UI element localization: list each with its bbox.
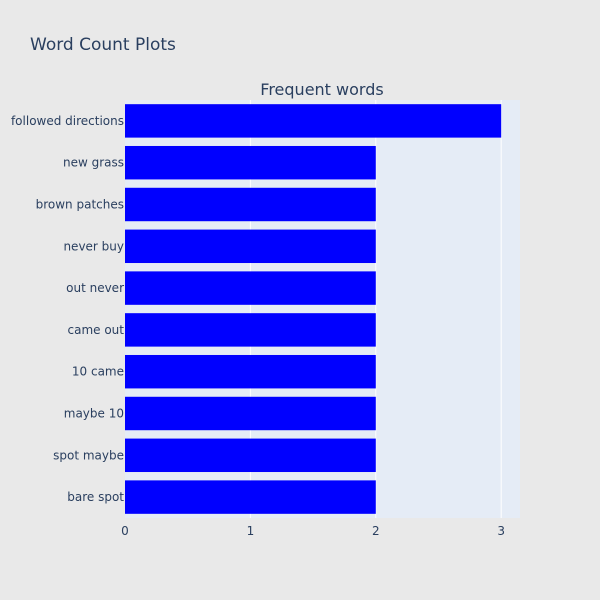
bars [125,104,502,514]
bar-9 [125,480,376,514]
y-tick-label-6: 10 came [72,365,124,379]
chart-title: Frequent words [260,80,383,99]
bar-7 [125,396,376,431]
x-tick-labels: 0 1 2 3 [121,524,505,538]
bar-3 [125,229,376,264]
bar-1 [125,145,376,180]
y-tick-label-5: came out [68,323,125,337]
figure-title: Word Count Plots [30,35,176,55]
bar-2 [125,187,376,222]
x-tick-label-2: 2 [372,524,380,538]
x-tick-label-3: 3 [497,524,505,538]
y-tick-label-1: new grass [63,156,124,170]
bar-0 [125,104,502,138]
y-tick-label-2: brown patches [36,198,124,212]
bar-5 [125,313,376,347]
y-tick-label-7: maybe 10 [64,407,124,421]
y-tick-label-0: followed directions [11,114,124,128]
y-tick-label-8: spot maybe [53,448,124,462]
y-tick-labels: followed directions new grass brown patche… [11,114,124,504]
y-tick-label-3: never buy [63,239,124,253]
bar-8 [125,438,376,473]
y-tick-label-9: bare spot [67,490,124,504]
x-tick-label-1: 1 [247,524,255,538]
bar-4 [125,271,376,305]
x-tick-label-0: 0 [121,524,129,538]
bar-6 [125,354,376,389]
y-tick-label-4: out never [66,281,124,295]
